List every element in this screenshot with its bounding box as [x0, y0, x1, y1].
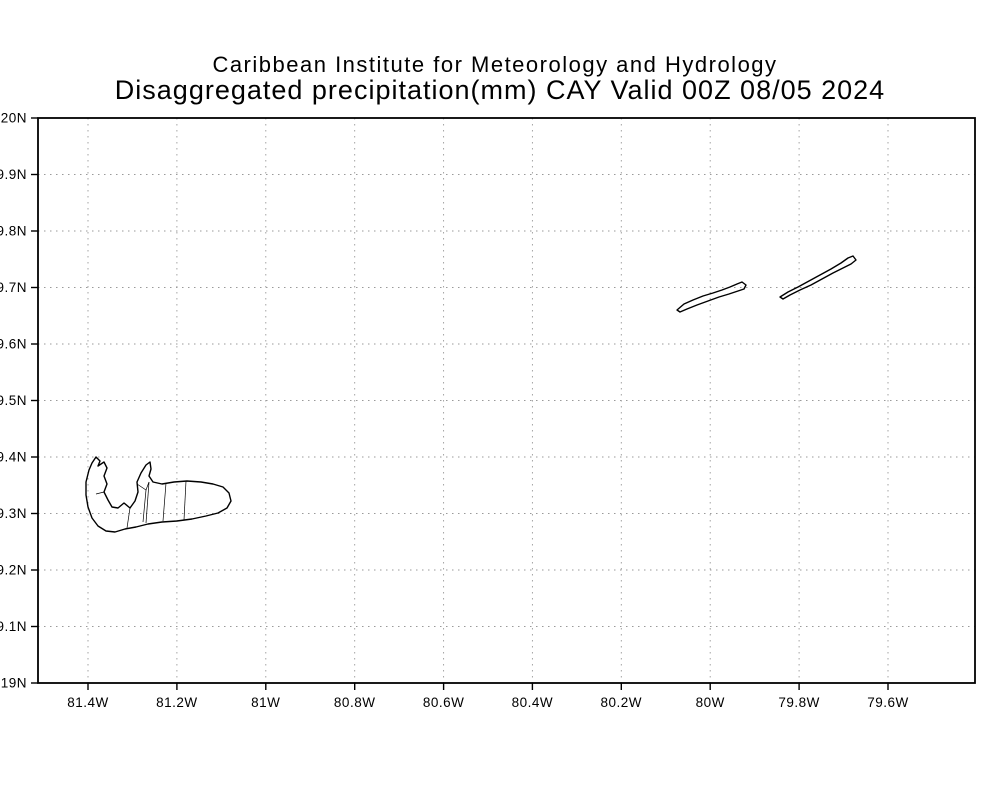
y-tick-label: 19.1N: [0, 619, 27, 634]
x-tick-label: 80.4W: [512, 695, 554, 710]
district-boundary: [136, 481, 150, 491]
y-tick-label: 19.3N: [0, 506, 27, 521]
axis-labels: 81.4W 81.2W 81W 80.8W 80.6W 80.4W 80.2W 80W 79.8…: [0, 111, 909, 711]
y-tick-label: 19.8N: [0, 224, 27, 239]
little-cayman-outline: [676, 281, 747, 313]
grid-lines: [38, 117, 975, 684]
y-tick-label: 19.5N: [0, 393, 27, 408]
x-tick-label: 80W: [696, 695, 725, 710]
x-tick-label: 79.6W: [867, 695, 909, 710]
x-tick-label: 80.8W: [334, 695, 376, 710]
y-tick-label: 20N: [1, 111, 27, 126]
x-tick-label: 81.2W: [156, 695, 198, 710]
district-boundary: [183, 480, 187, 521]
grand-cayman-outline: [85, 456, 232, 533]
cayman-brac-outline: [779, 255, 857, 300]
district-boundary: [145, 481, 150, 524]
institution-title: Caribbean Institute for Meteorology and …: [212, 52, 777, 77]
y-tick-label: 19.2N: [0, 563, 27, 578]
islands-group: [85, 255, 857, 533]
y-tick-label: 19N: [1, 676, 27, 691]
axes-frame: [31, 117, 976, 690]
district-boundary: [95, 491, 105, 495]
x-tick-label: 80.2W: [601, 695, 643, 710]
district-boundary: [126, 507, 131, 529]
x-tick-label: 81.4W: [67, 695, 109, 710]
plot-title: Disaggregated precipitation(mm) CAY Vali…: [115, 75, 885, 105]
x-tick-label: 81W: [251, 695, 280, 710]
y-tick-label: 19.7N: [0, 280, 27, 295]
y-tick-label: 19.9N: [0, 167, 27, 182]
plot-frame: [37, 117, 976, 684]
y-tick-label: 19.4N: [0, 450, 27, 465]
x-tick-label: 79.8W: [778, 695, 820, 710]
x-tick-label: 80.6W: [423, 695, 465, 710]
y-tick-label: 19.6N: [0, 337, 27, 352]
district-boundary: [142, 489, 147, 523]
district-boundary: [162, 482, 167, 522]
